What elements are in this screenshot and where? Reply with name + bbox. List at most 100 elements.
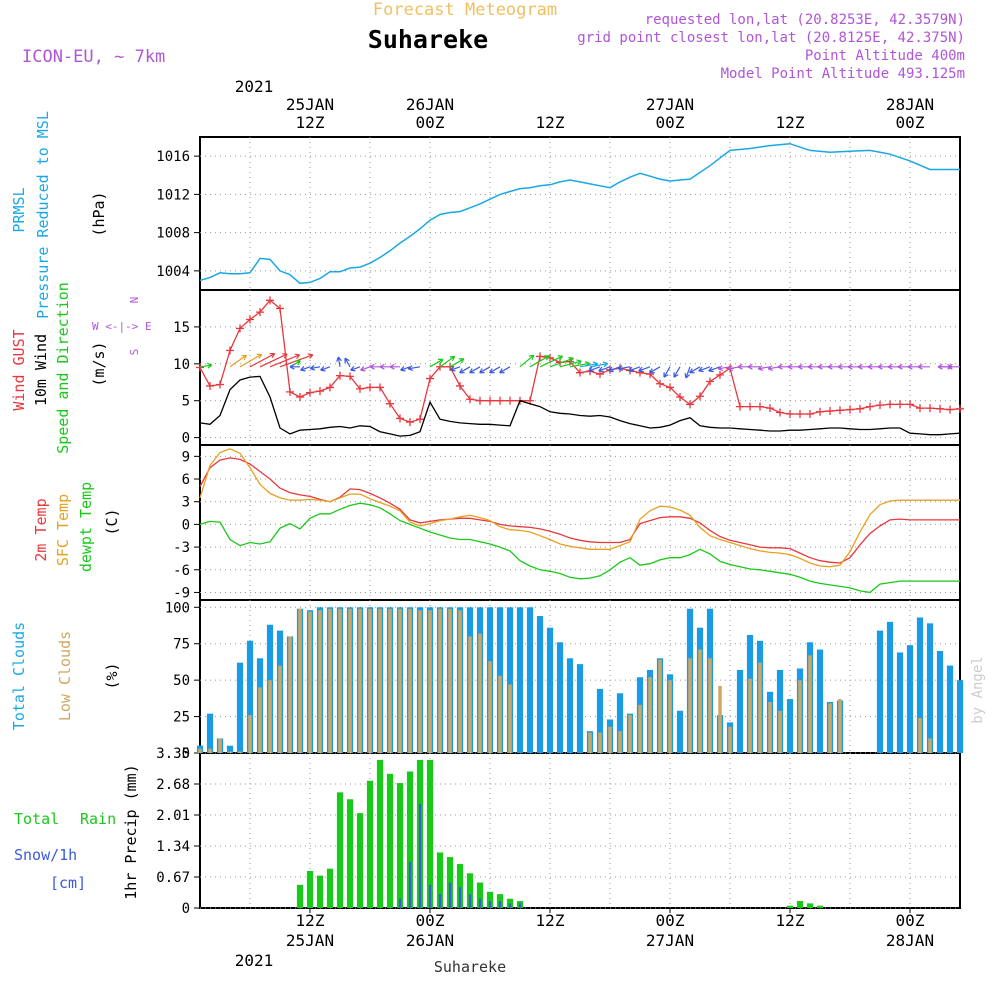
wind-direction-arrow <box>539 355 564 368</box>
low-cloud-bar <box>838 699 842 753</box>
snow-bar <box>498 901 502 908</box>
low-cloud-bar <box>238 751 242 753</box>
wind-direction-arrow <box>757 365 771 371</box>
wind-direction-arrow <box>947 363 960 370</box>
rain-bar <box>346 799 354 908</box>
gust-marker <box>926 404 934 413</box>
total-cloud-bar <box>736 669 744 753</box>
rain-bar <box>366 780 374 908</box>
cloud-labels: Total Clouds Low Clouds (%) <box>10 622 121 730</box>
bottom-date-label: 26JAN <box>406 931 454 950</box>
ytick-label: 15 <box>173 320 190 336</box>
wind-direction-arrow <box>708 366 721 373</box>
wind-direction-arrow <box>459 366 471 374</box>
total-cloud-bar <box>206 713 214 753</box>
total-cloud-bar <box>556 642 564 753</box>
low-cloud-bar <box>438 608 442 753</box>
ytick-label: 2.68 <box>156 777 190 793</box>
wind-direction-arrow <box>489 366 501 374</box>
temp-2m-label: 2m Temp <box>32 498 50 561</box>
gust-marker <box>886 400 894 409</box>
gust-marker <box>466 395 474 404</box>
gust-marker <box>226 346 234 355</box>
gust-marker <box>506 396 514 405</box>
wind-direction-arrow <box>689 366 701 374</box>
gust-marker <box>776 408 784 417</box>
wind-direction-arrow <box>747 363 760 370</box>
snow-bar <box>398 898 402 908</box>
top-date-label: 25JAN <box>286 95 334 114</box>
gust-marker <box>246 315 254 324</box>
ytick-label: 3.35 <box>156 746 190 762</box>
gust-marker <box>286 387 294 396</box>
wind-direction-arrow <box>407 365 421 371</box>
gust-marker <box>346 372 354 381</box>
gust-marker <box>706 377 714 386</box>
low-cloud-bar <box>808 655 812 753</box>
ytick-label: 9 <box>182 449 190 465</box>
gust-marker <box>276 304 284 313</box>
gust-marker <box>266 296 274 305</box>
gust-marker <box>666 383 674 392</box>
low-cloud-bar <box>668 680 672 753</box>
wind-direction-arrow <box>663 366 671 378</box>
low-cloud-bar <box>318 610 322 753</box>
total-cloud-bar <box>236 662 244 753</box>
gust-marker <box>806 410 814 418</box>
total-cloud-bar <box>596 688 604 753</box>
pressure-line <box>199 142 960 285</box>
panel-frame-precipitation <box>199 752 961 909</box>
low-cloud-bar <box>368 608 372 753</box>
ytick-label: 100 <box>165 600 190 616</box>
point-altitude: Point Altitude 400m <box>805 48 965 64</box>
panel-frame-temperature <box>199 444 961 601</box>
temperature-series <box>199 448 960 594</box>
total-cloud-bar <box>226 745 234 753</box>
pressure-msl-label: Pressure Reduced to MSL <box>34 111 52 319</box>
low-cloud-bar <box>768 702 772 753</box>
ytick-label: 3 <box>182 495 190 511</box>
precip-labels: Total Rain Snow/1h [cm] 1hr Precip (mm) <box>14 764 140 899</box>
bottom-hour-label: 00Z <box>656 911 685 930</box>
compass-south: S <box>128 349 141 356</box>
low-cloud-bar <box>708 658 712 753</box>
gust-marker <box>746 402 754 411</box>
wind-direction-arrow <box>309 364 321 371</box>
rain-bar <box>386 773 394 908</box>
low-cloud-bar <box>778 710 782 753</box>
low-cloud-bar <box>208 748 212 753</box>
ytick-label: 1008 <box>156 226 190 242</box>
wind-direction-arrow <box>673 366 681 378</box>
pressure-series <box>199 142 960 285</box>
ytick-label: 1016 <box>156 149 190 165</box>
gust-marker <box>536 352 544 361</box>
snow-bar <box>428 884 432 908</box>
gust-marker <box>406 418 414 427</box>
wind-direction-arrow <box>336 356 342 367</box>
gust-marker <box>836 406 844 415</box>
wind-direction-arrow <box>549 356 574 368</box>
wind-labels: Wind GUST 10m Wind Speed and Direction (… <box>10 282 152 454</box>
wind-direction-arrow <box>529 355 550 368</box>
total-cloud-bar <box>246 640 254 753</box>
bottom-date-label: 25JAN <box>286 931 334 950</box>
gust-marker <box>696 392 704 401</box>
gust-marker <box>426 374 434 383</box>
wind-direction-arrow <box>589 361 609 368</box>
total-cloud-bar <box>526 607 534 753</box>
ytick-label: -3 <box>173 540 190 556</box>
low-cloud-bar <box>638 704 642 753</box>
low-cloud-bar <box>428 610 432 753</box>
total-cloud-bar <box>676 710 684 753</box>
gust-marker <box>686 400 694 409</box>
low-cloud-bar <box>698 649 702 753</box>
gust-marker <box>306 388 314 397</box>
precip-bars <box>296 759 824 908</box>
top-date-label: 27JAN <box>646 95 694 114</box>
panel-frame-pressure <box>199 136 961 291</box>
low-cloud-bar <box>658 659 662 753</box>
low-cloud-bar <box>688 658 692 753</box>
low-cloud-bar <box>758 662 762 753</box>
low-cloud-bar <box>218 738 222 753</box>
